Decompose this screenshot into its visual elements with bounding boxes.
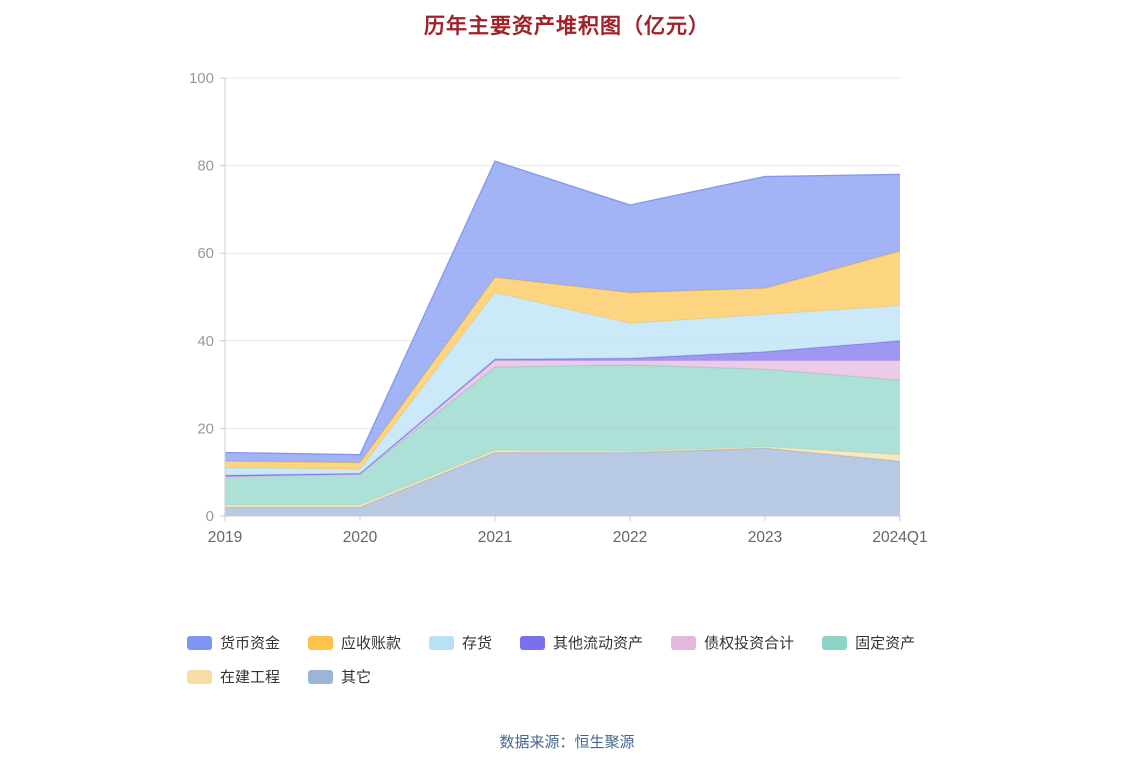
legend-label: 存货 xyxy=(462,635,493,652)
legend-swatch xyxy=(308,635,334,650)
stacked-area-chart: 0 20 40 60 80 100 2019 2020 2021 2022 2023 2024Q1 xyxy=(189,70,928,546)
legend-label: 债权投资合计 xyxy=(704,635,795,652)
legend-swatch xyxy=(822,635,848,650)
area-boundary-line xyxy=(224,291,901,470)
legend-label: 在建工程 xyxy=(220,669,281,686)
legend-item[interactable]: 债权投资合计 xyxy=(671,632,794,653)
y-axis-label: 0 xyxy=(206,508,214,525)
x-axis-label: 2024Q1 xyxy=(872,529,927,546)
legend-item[interactable]: 固定资产 xyxy=(822,632,915,653)
page-title: 历年主要资产堆积图（亿元） xyxy=(424,15,710,38)
legend-item[interactable]: 货币资金 xyxy=(187,632,280,653)
data-source-label: 数据来源：恒生聚源 xyxy=(499,734,635,751)
area-band xyxy=(225,364,900,506)
legend-swatch xyxy=(187,635,212,650)
legend-swatch xyxy=(429,635,455,650)
legend-item[interactable]: 其它 xyxy=(308,666,371,687)
area-band xyxy=(225,446,900,508)
y-axis-label: 60 xyxy=(197,245,214,262)
legend-label: 货币资金 xyxy=(220,635,281,652)
legend-label: 其他流动资产 xyxy=(553,635,644,652)
area-boundary-line xyxy=(224,160,901,456)
area-band xyxy=(225,251,900,470)
legend-swatch xyxy=(308,669,334,684)
legend-label: 应收账款 xyxy=(341,635,402,652)
legend-label: 固定资产 xyxy=(855,635,916,652)
area-band xyxy=(225,161,900,463)
y-axis-label: 40 xyxy=(197,333,214,350)
legend-swatch xyxy=(671,635,697,650)
y-axis-label: 20 xyxy=(197,420,214,437)
y-axis-label: 100 xyxy=(189,70,214,87)
area-band xyxy=(225,360,900,477)
x-axis-label: 2022 xyxy=(613,529,647,546)
legend-item[interactable]: 存货 xyxy=(429,632,492,653)
area-band xyxy=(225,292,900,476)
legend-swatch xyxy=(520,635,546,650)
legend-swatch xyxy=(187,669,212,684)
legend-label: 其它 xyxy=(341,669,372,686)
x-axis-label: 2023 xyxy=(748,529,782,546)
area-band xyxy=(225,448,900,516)
y-axis-label: 80 xyxy=(197,158,214,175)
area-band xyxy=(225,340,900,477)
x-axis-label: 2019 xyxy=(208,529,242,546)
legend-item[interactable]: 应收账款 xyxy=(308,632,401,653)
x-axis-label: 2020 xyxy=(343,529,378,546)
chart-legend: 货币资金 应收账款 存货 其他流动资产 债权投资合计 固定资产在建工程 其它 xyxy=(187,632,947,687)
legend-item[interactable]: 在建工程 xyxy=(187,666,280,687)
x-axis-label: 2021 xyxy=(478,529,512,546)
legend-item[interactable]: 其他流动资产 xyxy=(520,632,643,653)
